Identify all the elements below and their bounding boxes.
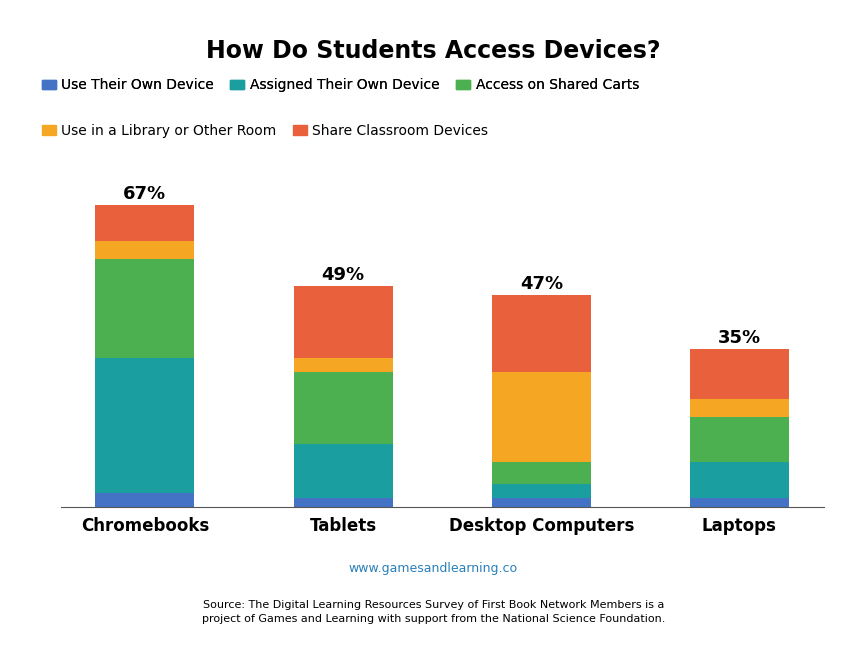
Bar xyxy=(95,205,194,241)
Bar xyxy=(690,417,789,462)
Text: 35%: 35% xyxy=(718,329,761,346)
Text: How Do Students Access Devices?: How Do Students Access Devices? xyxy=(206,39,661,63)
Bar xyxy=(690,498,789,507)
Bar xyxy=(294,358,393,372)
Bar xyxy=(492,295,590,372)
Legend: Use Their Own Device, Assigned Their Own Device, Access on Shared Carts: Use Their Own Device, Assigned Their Own… xyxy=(42,79,639,92)
Bar xyxy=(690,462,789,498)
Bar xyxy=(95,493,194,507)
Text: 67%: 67% xyxy=(123,185,166,203)
Bar xyxy=(492,498,590,507)
Bar xyxy=(95,241,194,259)
Bar xyxy=(294,286,393,358)
Bar xyxy=(492,372,590,462)
Bar xyxy=(294,444,393,498)
Bar xyxy=(492,462,590,484)
Bar xyxy=(294,498,393,507)
Text: Source: The Digital Learning Resources Survey of First Book Network Members is a: Source: The Digital Learning Resources S… xyxy=(202,600,665,624)
Bar xyxy=(492,484,590,498)
Legend: Use in a Library or Other Room, Share Classroom Devices: Use in a Library or Other Room, Share Cl… xyxy=(42,124,488,138)
Bar xyxy=(294,372,393,444)
Text: 49%: 49% xyxy=(322,266,365,283)
Text: www.gamesandlearning.co: www.gamesandlearning.co xyxy=(349,562,518,575)
Bar xyxy=(690,399,789,417)
Bar xyxy=(690,349,789,399)
Text: 47%: 47% xyxy=(519,274,563,292)
Bar xyxy=(95,358,194,493)
Bar xyxy=(95,259,194,358)
